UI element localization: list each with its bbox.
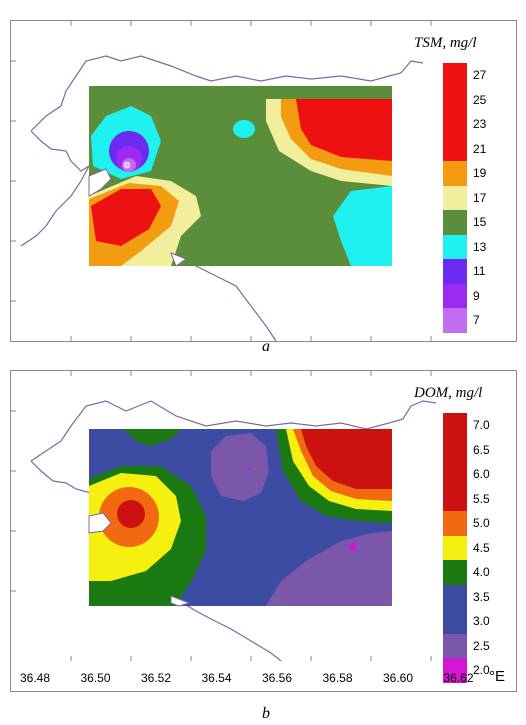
coastline (30, 400, 437, 462)
coastline (30, 55, 424, 132)
dom-map-canvas (11, 371, 437, 661)
tsm-zone-cyan-spot (233, 120, 255, 138)
x-tick-label: 36.62 (443, 671, 474, 685)
legend-label: 2.5 (473, 638, 490, 653)
x-tick-label: 36.60 (383, 671, 414, 685)
legend-label: 23 (473, 117, 487, 131)
legend-swatch (443, 535, 467, 561)
dom-zone-magenta-dot (247, 467, 251, 471)
legend-label: 21 (473, 141, 487, 156)
legend-swatch (443, 112, 467, 137)
frame-ticks (11, 21, 432, 341)
legend-swatch (443, 633, 467, 659)
legend-title: TSM, mg/l (414, 35, 477, 51)
legend-label: 15 (473, 215, 487, 229)
tsm-map-canvas (11, 21, 432, 341)
frame-ticks (11, 371, 432, 661)
x-tick-label: 36.54 (201, 671, 232, 685)
tsm-zone-cyan-se (333, 186, 392, 266)
dom-map-panel: DOM, mg/l 7.0 6.5 6.0 5.5 5.0 4.5 4.0 3.5 3.0 2.5… (10, 370, 517, 692)
legend-label: 13 (473, 239, 487, 254)
legend-label: 3.0 (473, 614, 490, 628)
dom-zone-magenta-spot (349, 543, 357, 551)
legend-title: DOM, mg/l (414, 385, 483, 401)
panel-label-b: b (262, 705, 270, 722)
dom-zone-purple-se (266, 531, 392, 606)
x-tick-label: 36.58 (322, 671, 353, 685)
legend-swatch (443, 185, 467, 211)
legend-swatch (443, 609, 467, 634)
dom-zone-purple-center (211, 433, 269, 501)
legend-label: 17 (473, 190, 487, 205)
panel-label-a: a (262, 338, 270, 355)
legend-label: 3.5 (473, 589, 490, 604)
legend-swatch (443, 308, 467, 333)
tsm-zone-red-ne (296, 99, 392, 161)
legend-label: 25 (473, 92, 487, 107)
legend-label: 27 (473, 68, 487, 82)
legend-swatch (443, 136, 467, 162)
coastline-west (20, 130, 91, 247)
legend-swatch (443, 560, 467, 585)
x-tick-label: 36.50 (80, 671, 111, 685)
legend-label: 4.0 (473, 565, 490, 579)
legend-swatch (443, 161, 467, 186)
dom-land-spit (170, 595, 191, 607)
legend-swatch (443, 234, 467, 260)
x-axis-unit: °E (489, 668, 506, 685)
legend-swatch (443, 259, 467, 284)
tsm-map-panel: TSM, mg/l 27 25 23 21 19 17 15 13 11 9 7 (10, 20, 517, 342)
legend-label: 9 (473, 288, 480, 303)
legend-label: 6.5 (473, 442, 490, 457)
legend-swatch (443, 486, 467, 512)
dom-zone-green-top (123, 429, 181, 446)
tsm-zone-red-sw (91, 189, 161, 246)
legend-label: 5.0 (473, 516, 490, 530)
legend-swatch (443, 283, 467, 309)
legend-swatch (443, 413, 467, 438)
legend-swatch (443, 437, 467, 463)
legend-swatch (443, 658, 467, 683)
x-tick-label: 36.48 (20, 671, 51, 685)
legend-swatch (443, 462, 467, 487)
dom-zone-red-sw (117, 500, 145, 528)
legend-swatch (443, 584, 467, 610)
legend-label: 5.5 (473, 491, 490, 506)
legend-swatch (443, 511, 467, 536)
tsm-land-spit (170, 252, 188, 267)
x-tick-label: 36.56 (262, 671, 293, 685)
dom-land-west (88, 512, 112, 534)
legend-label: 6.0 (473, 467, 490, 481)
legend-swatch (443, 63, 467, 88)
tsm-land-west (88, 168, 112, 197)
legend-label: 7 (473, 313, 480, 327)
legend-label: 4.5 (473, 540, 490, 555)
legend-label: 2.0 (473, 663, 490, 677)
legend-label: 19 (473, 166, 487, 180)
legend-label: 7.0 (473, 418, 490, 432)
coastline-west (30, 460, 92, 494)
dom-zone-red-ne (301, 429, 392, 489)
legend-swatch (443, 210, 467, 235)
x-tick-label: 36.52 (141, 671, 172, 685)
coastline-south (175, 598, 282, 661)
legend-swatch (443, 87, 467, 113)
legend-label: 11 (473, 264, 486, 278)
tsm-station-dot (123, 161, 131, 169)
